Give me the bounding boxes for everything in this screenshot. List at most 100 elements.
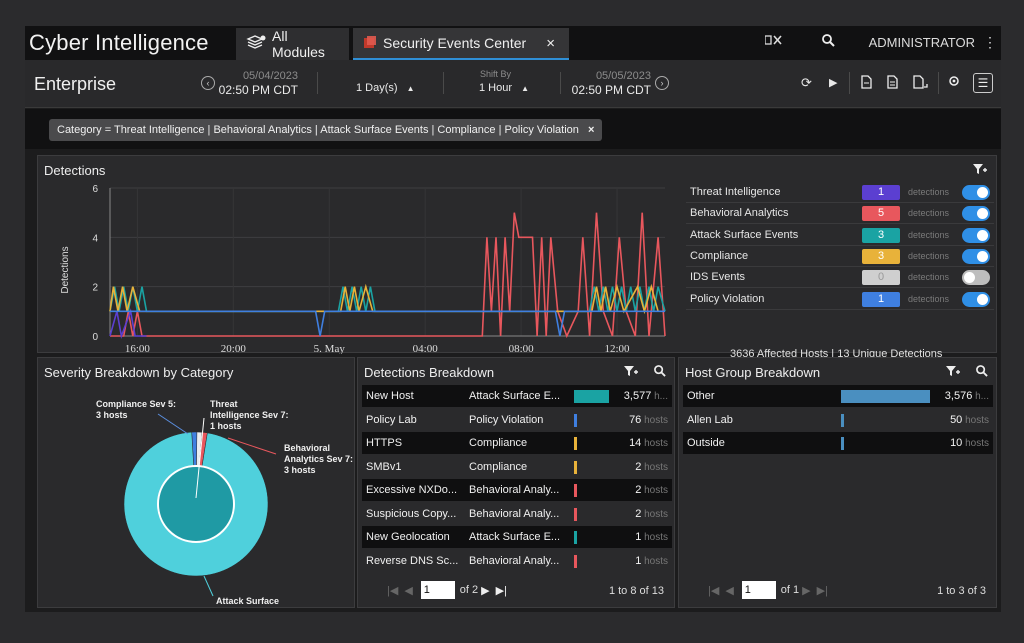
chevron-left-icon[interactable]: ‹ xyxy=(201,76,215,90)
table-row[interactable]: HTTPS Compliance 14 hosts xyxy=(362,432,672,454)
x-tick-label: 08:00 xyxy=(509,343,535,354)
count-badge: 5 xyxy=(862,206,900,222)
user-menu[interactable]: ADMINISTRATOR xyxy=(868,35,975,50)
severity-donut-chart: Compliance Sev 5:3 hostsThreatIntelligen… xyxy=(96,399,353,608)
leader-line xyxy=(157,413,189,435)
modules-icon xyxy=(246,34,266,54)
visibility-icon[interactable] xyxy=(948,75,960,90)
clear-filter-icon[interactable] xyxy=(764,34,783,49)
first-page-icon[interactable]: |◀ xyxy=(708,584,720,597)
count-bar xyxy=(841,390,931,403)
series-toggle[interactable] xyxy=(962,270,990,286)
page-input[interactable]: 1 xyxy=(420,581,455,599)
row-category: Behavioral Analy... xyxy=(469,507,560,520)
legend-unit: detections xyxy=(908,208,950,219)
category-filter-chip[interactable]: Category = Threat Intelligence | Behavio… xyxy=(49,119,603,141)
row-count: 10 hosts xyxy=(950,437,989,449)
caret-up-icon: ▲ xyxy=(521,84,530,93)
last-page-icon[interactable]: ▶| xyxy=(816,584,828,597)
app-window: Cyber Intelligence All Modules Security … xyxy=(25,26,1001,612)
row-count: 1 hosts xyxy=(635,531,668,543)
start-date: 05/04/2023 xyxy=(242,70,298,82)
table-row[interactable]: Allen Lab 50 hosts xyxy=(683,409,993,431)
row-category: Behavioral Analy... xyxy=(469,554,560,567)
hamburger-menu-icon[interactable]: ☰ xyxy=(973,73,993,93)
label-compliance: 3 hosts xyxy=(96,410,128,420)
prev-page-icon[interactable]: ◀ xyxy=(725,584,734,597)
label-compliance: Compliance Sev 5: xyxy=(96,399,176,409)
table-row[interactable]: Outside 10 hosts xyxy=(683,432,993,454)
label-attack-surface: Events Sev 5: xyxy=(216,607,275,608)
filter-bar: Category = Threat Intelligence | Behavio… xyxy=(25,109,1001,149)
table-row[interactable]: Excessive NXDo... Behavioral Analy... 2 ho… xyxy=(362,479,672,501)
filter-icon[interactable] xyxy=(623,366,642,380)
document-icon[interactable] xyxy=(887,75,899,92)
tab-all-modules[interactable]: All Modules xyxy=(236,28,349,60)
shift-label: Shift By xyxy=(480,69,512,79)
next-page-icon[interactable]: ▶ xyxy=(802,584,811,597)
export-icon[interactable] xyxy=(913,75,929,92)
table-row[interactable]: Reverse DNS Sc... Behavioral Analy... 1 ho… xyxy=(362,550,672,572)
last-page-icon[interactable]: ▶| xyxy=(495,584,507,597)
panel-title: Severity Breakdown by Category xyxy=(44,365,234,380)
x-tick-label: 5. May xyxy=(314,343,346,354)
row-count: 2 hosts xyxy=(635,460,668,473)
series-toggle[interactable] xyxy=(962,248,990,264)
row-count: 3,577 h... xyxy=(623,390,668,402)
table-row[interactable]: Other 3,576 h... xyxy=(683,385,993,407)
close-icon[interactable]: × xyxy=(587,124,595,136)
table-row[interactable]: SMBv1 Compliance 2 hosts xyxy=(362,456,672,478)
filter-label: Category = Threat Intelligence | Behavio… xyxy=(57,124,579,136)
close-icon[interactable]: × xyxy=(546,35,555,52)
table-row[interactable]: Suspicious Copy... Behavioral Analy... 2 h… xyxy=(362,503,672,525)
legend-name: Policy Violation xyxy=(690,292,765,305)
leader-line xyxy=(227,437,277,455)
table-row[interactable]: New Geolocation Attack Surface E... 1 host… xyxy=(362,526,672,548)
leader-line xyxy=(195,417,205,499)
next-page-icon[interactable]: ▶ xyxy=(481,584,490,597)
play-icon[interactable]: ▶ xyxy=(829,77,838,89)
series-line-compliance xyxy=(109,283,659,315)
export-pdf-icon[interactable] xyxy=(861,75,873,92)
range-select[interactable]: 1 Day(s) ▲ xyxy=(356,82,415,94)
start-datetime[interactable]: 05/04/2023 02:50 PM CDT xyxy=(218,69,298,97)
row-category: Policy Violation xyxy=(469,413,544,426)
more-options-icon[interactable]: ⋮ xyxy=(983,34,997,50)
shift-select[interactable]: 1 Hour ▲ xyxy=(479,82,529,94)
row-category: Attack Surface E... xyxy=(469,390,561,402)
search-icon[interactable] xyxy=(822,34,835,50)
tab-security-events-center[interactable]: Security Events Center × xyxy=(353,28,569,60)
y-tick-label: 0 xyxy=(92,332,98,343)
x-tick-label: 16:00 xyxy=(125,343,151,354)
search-icon[interactable] xyxy=(976,365,988,380)
series-toggle[interactable] xyxy=(962,227,990,243)
label-behavioral-analytics: Behavioral xyxy=(284,443,330,453)
end-datetime[interactable]: 05/05/2023 02:50 PM CDT xyxy=(571,69,651,97)
row-name: Allen Lab xyxy=(687,413,733,426)
label-attack-surface: Attack Surface xyxy=(216,596,279,606)
page-input[interactable]: 1 xyxy=(741,581,776,599)
table-row[interactable]: New Host Attack Surface E... 3,577 h... xyxy=(362,385,672,407)
series-toggle[interactable] xyxy=(962,291,990,307)
legend-row: IDS Events 0 detections xyxy=(686,267,994,289)
first-page-icon[interactable]: |◀ xyxy=(387,584,399,597)
x-tick-label: 12:00 xyxy=(605,343,631,354)
legend-unit: detections xyxy=(908,250,950,261)
filter-icon[interactable] xyxy=(972,163,988,178)
chevron-right-icon[interactable]: › xyxy=(655,76,669,90)
count-badge: 3 xyxy=(862,248,900,264)
refresh-icon[interactable]: ⟳ xyxy=(801,75,812,90)
series-toggle[interactable] xyxy=(962,185,990,200)
pager: |◀ ◀ 1 of 2 ▶ ▶| xyxy=(384,581,510,599)
divider xyxy=(443,72,444,94)
row-count: 3,576 h... xyxy=(944,390,989,402)
table-row[interactable]: Policy Lab Policy Violation 76 hosts xyxy=(362,409,672,431)
prev-page-icon[interactable]: ◀ xyxy=(404,584,413,597)
divider xyxy=(849,72,850,94)
search-icon[interactable] xyxy=(654,365,666,380)
panel-title: Detections xyxy=(44,163,106,178)
label-threat-intelligence: 1 hosts xyxy=(210,421,242,431)
filter-icon[interactable] xyxy=(945,366,964,380)
series-line-policy-violation xyxy=(110,310,665,337)
series-toggle[interactable] xyxy=(962,206,990,222)
